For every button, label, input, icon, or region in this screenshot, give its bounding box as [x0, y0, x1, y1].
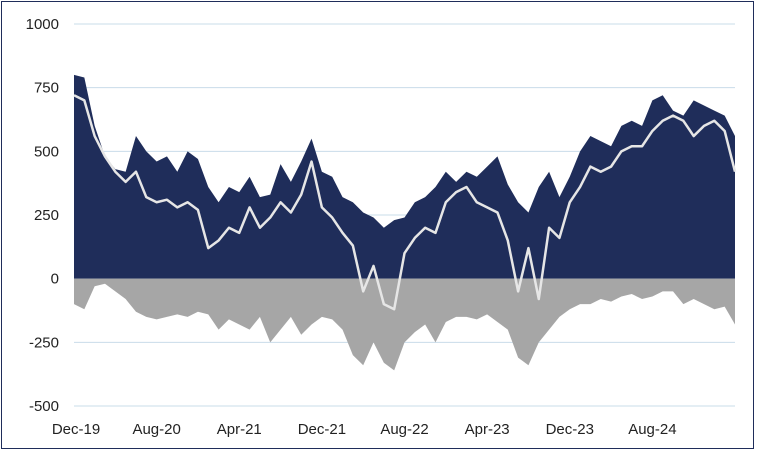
y-tick-label: 500 [34, 143, 59, 160]
x-tick-label: Aug-22 [380, 421, 428, 438]
line-series-1 [73, 94, 737, 311]
y-tick-label: -500 [29, 398, 59, 415]
y-tick-label: 250 [34, 207, 59, 224]
area-series-0 [74, 74, 735, 279]
x-tick-label: Dec-21 [298, 421, 346, 438]
x-tick-label: Dec-19 [52, 421, 100, 438]
x-tick-label: Aug-20 [132, 421, 180, 438]
x-tick-label: Dec-23 [546, 421, 594, 438]
x-tick-label: Aug-24 [628, 421, 676, 438]
y-tick-label: 1000 [26, 16, 59, 33]
y-tick-label: 0 [51, 271, 59, 288]
y-tick-label: -250 [29, 334, 59, 351]
area-series-2 [74, 278, 735, 371]
x-tick-label: Apr-23 [465, 421, 510, 438]
axes: -500 -250 0 250 500 750 1000 Dec-19 Aug-20 Apr-21… [26, 16, 677, 438]
plot-area [73, 74, 737, 371]
y-tick-label: 750 [34, 80, 59, 97]
x-tick-label: Apr-21 [217, 421, 262, 438]
